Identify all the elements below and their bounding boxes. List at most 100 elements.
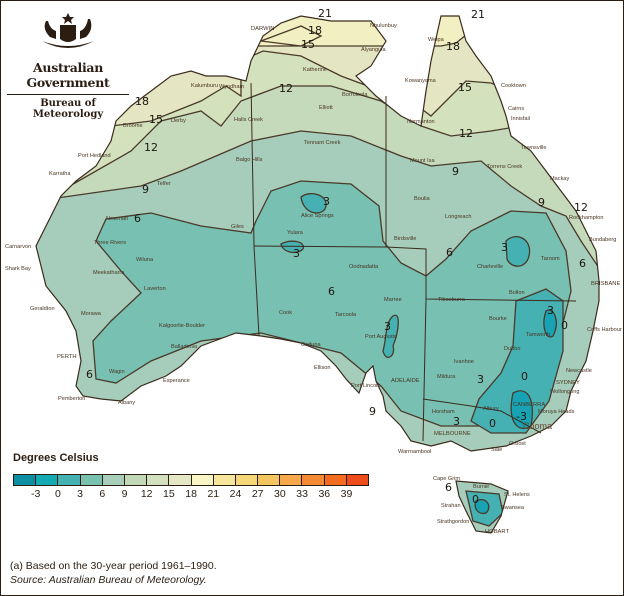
band-0-3	[280, 193, 564, 527]
contour-label: 0	[521, 370, 528, 383]
place-label: Port Augusta	[365, 334, 398, 340]
contour-label: 3	[453, 415, 460, 428]
place-label: Marree	[384, 297, 402, 303]
place-label: Mildura	[437, 374, 456, 380]
contour-label: 18	[135, 95, 149, 108]
place-label: Wiluna	[136, 257, 154, 263]
place-label: Bundaberg	[589, 237, 616, 243]
place-label: Carnarvon	[5, 244, 31, 250]
place-label: Alyangula	[361, 47, 386, 53]
place-label: BRISBANE	[591, 281, 620, 287]
contour-label: 3	[293, 247, 300, 260]
legend-tick-label: 9	[121, 488, 128, 500]
legend-tick-label: 24	[229, 488, 242, 500]
contour-label: 3	[323, 195, 330, 208]
place-label: Port Hedland	[78, 153, 111, 159]
legend-swatch	[14, 475, 37, 485]
legend-tick-label: -3	[31, 488, 41, 500]
contour-labels: 21 21 18 18 18 15 15 15 12 12 12 12 9 9 …	[86, 7, 588, 506]
border-sa-nsw	[422, 298, 427, 442]
legend-tick-label: 6	[99, 488, 106, 500]
place-label: Borroloola	[342, 92, 368, 98]
contour-label: 18	[446, 40, 460, 53]
place-label: Derby	[171, 118, 186, 124]
legend-swatch	[324, 475, 347, 485]
place-label: Balgo Hills	[236, 157, 263, 163]
contour-label: 9	[538, 196, 545, 209]
place-label: Normanton	[407, 119, 435, 125]
place-label: Three Rivers	[94, 240, 126, 246]
band-below-0	[474, 309, 557, 515]
contour-label: 15	[301, 38, 315, 51]
agency-logo: Australian Government Bureau of Meteorol…	[7, 11, 129, 120]
place-label: Telfer	[157, 181, 171, 187]
legend-tick-label: 18	[185, 488, 197, 500]
place-label: Sale	[491, 447, 502, 453]
place-label: Orbost	[509, 441, 526, 447]
place-label: Morawa	[81, 311, 102, 317]
contour-label: 0	[472, 493, 479, 506]
place-label: Wyndham	[219, 84, 244, 90]
legend-tick-label: 39	[340, 488, 353, 500]
place-label: PERTH	[57, 354, 77, 360]
place-label: Mackay	[550, 176, 569, 182]
place-label: Katherine	[303, 67, 327, 73]
place-label: Pemberton	[58, 396, 85, 402]
place-label: Albury	[483, 406, 499, 412]
place-label: Tibooburra	[438, 297, 466, 303]
legend-swatch	[36, 475, 59, 485]
contour-label: 3	[547, 304, 554, 317]
place-label: Burnie	[473, 484, 489, 490]
contour-label: 21	[471, 8, 485, 21]
border-nsw-vic	[422, 398, 542, 434]
place-label: Townsville	[521, 145, 547, 151]
contour-label: 12	[144, 141, 158, 154]
place-label: Laverton	[144, 286, 166, 292]
legend-swatch	[235, 475, 259, 485]
contour-label: 9	[369, 405, 376, 418]
place-label: Horsham	[432, 409, 455, 415]
contour-label: 6	[445, 481, 452, 494]
place-labels: Kalumburu Wyndham Derby Broome Halls Cre…	[5, 23, 622, 535]
contour-label: 0	[561, 319, 568, 332]
legend-tick-label: 33	[296, 488, 308, 500]
agency-name: Bureau of Meteorology	[32, 98, 104, 120]
place-label: Cairns	[508, 106, 524, 112]
legend-tick-label: 36	[318, 488, 331, 500]
contour-label: 6	[86, 368, 93, 381]
contour-label: 9	[142, 183, 149, 196]
place-label: St. Helens	[504, 492, 530, 498]
place-label: Longreach	[445, 214, 471, 220]
place-label: Geraldton	[30, 306, 55, 312]
legend-tick-label: 21	[207, 488, 220, 500]
coat-of-arms-icon	[42, 13, 94, 48]
legend-swatch	[302, 475, 325, 485]
place-label: Swansea	[501, 505, 525, 511]
contour-label: 9	[452, 165, 459, 178]
place-label: SYDNEY	[556, 380, 580, 386]
contour-label: 3	[501, 241, 508, 254]
place-label: Boulia	[414, 196, 430, 202]
legend-swatch	[213, 475, 236, 485]
place-label: Newman	[106, 216, 128, 222]
place-label: Wagin	[109, 369, 125, 375]
place-label: Kalgoorlie-Boulder	[159, 323, 205, 329]
legend-swatch	[258, 475, 281, 485]
place-label: Kalumburu	[191, 83, 218, 89]
place-label: Port Lincoln	[351, 383, 381, 389]
place-label: Kowanyama	[405, 78, 437, 84]
contour-label: 15	[149, 113, 163, 126]
place-label: Wollongong	[550, 389, 579, 395]
place-label: MELBOURNE	[434, 431, 471, 437]
legend-tick-labels: -3 0 3 6 9 12 15 18 21 24 27 30 33 36 39	[13, 488, 373, 502]
place-label: Meekatharra	[93, 270, 125, 276]
contour-label: 12	[279, 82, 293, 95]
place-label: Warrnambool	[398, 449, 431, 455]
place-label: Tennant Creek	[304, 140, 341, 146]
place-label: Torrens Creek	[487, 164, 522, 170]
contour-label: 3	[384, 320, 391, 333]
place-label: Charleville	[477, 264, 503, 270]
place-label: HOBART	[485, 529, 510, 535]
legend-tick-label: 15	[163, 488, 175, 500]
place-label: Esperance	[163, 378, 190, 384]
